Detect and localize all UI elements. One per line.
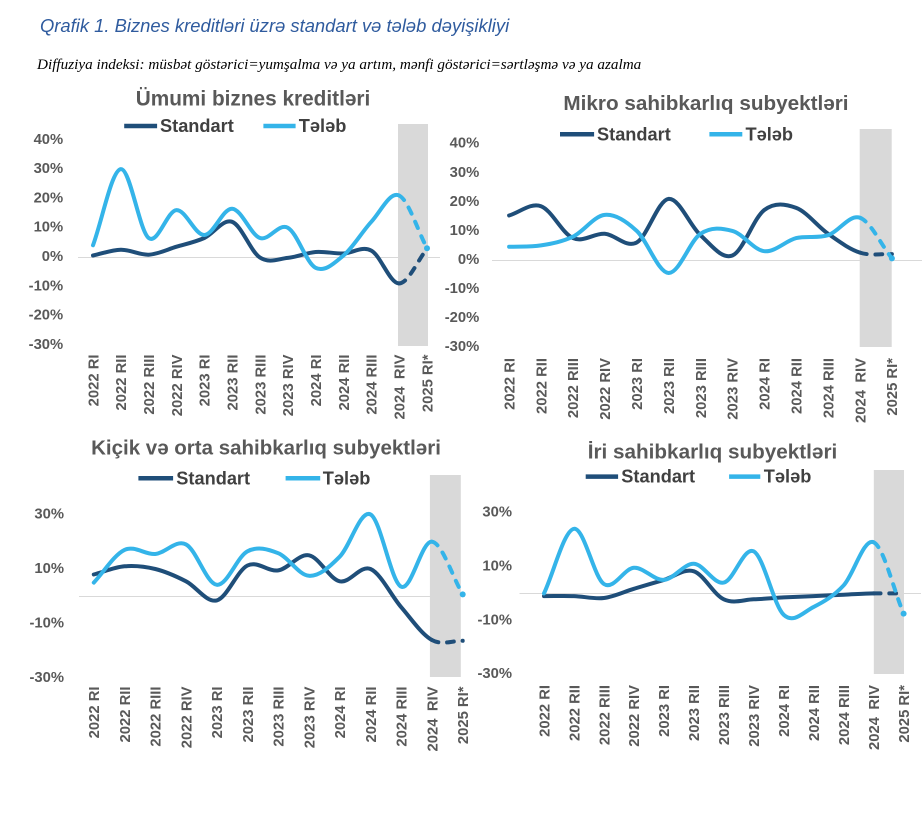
svg-text:2023 RIV: 2023 RIV [281, 354, 297, 416]
svg-text:-30%: -30% [29, 337, 64, 353]
svg-text:20%: 20% [450, 194, 480, 210]
svg-text:Tələb: Tələb [323, 468, 371, 488]
svg-text:Standart: Standart [597, 124, 671, 144]
svg-text:2023 RI: 2023 RI [630, 358, 646, 410]
svg-text:0%: 0% [458, 252, 479, 268]
svg-text:2024 RII: 2024 RII [807, 685, 823, 741]
svg-text:2025 RI*: 2025 RI* [897, 685, 913, 743]
svg-text:2024 RI: 2024 RI [333, 687, 349, 739]
svg-text:2025 RI*: 2025 RI* [420, 354, 436, 412]
svg-text:2022 RIII: 2022 RIII [142, 355, 158, 415]
svg-text:10%: 10% [34, 220, 64, 236]
svg-text:2022 RIII: 2022 RIII [566, 358, 582, 418]
svg-text:2024 RIV: 2024 RIV [393, 354, 409, 419]
svg-text:10%: 10% [482, 559, 512, 575]
svg-text:2024 RI: 2024 RI [777, 685, 793, 737]
svg-text:0%: 0% [42, 249, 63, 265]
svg-text:Kiçik və orta sahibkarlıq suby: Kiçik və orta sahibkarlıq subyektləri [91, 437, 441, 460]
svg-text:2022 RIV: 2022 RIV [170, 354, 186, 416]
svg-text:2024 RII: 2024 RII [337, 355, 353, 411]
svg-text:2023 RI: 2023 RI [198, 355, 214, 407]
svg-text:Tələb: Tələb [299, 116, 347, 136]
svg-text:-20%: -20% [29, 308, 64, 324]
svg-text:Standart: Standart [621, 467, 695, 487]
svg-text:-30%: -30% [477, 666, 512, 682]
svg-text:-10%: -10% [29, 278, 64, 294]
svg-text:2022 RII: 2022 RII [534, 358, 550, 414]
svg-text:2024 RIII: 2024 RIII [395, 687, 411, 747]
svg-text:2023 RIV: 2023 RIV [726, 358, 742, 420]
svg-text:2024 RII: 2024 RII [364, 687, 380, 743]
svg-text:2022 RIV: 2022 RIV [598, 358, 614, 420]
svg-text:20%: 20% [34, 190, 64, 206]
svg-text:2024 RII: 2024 RII [790, 358, 806, 414]
svg-text:2025 RI*: 2025 RI* [885, 358, 901, 416]
svg-text:Ümumi biznes kreditləri: Ümumi biznes kreditləri [136, 88, 371, 111]
svg-text:2024 RI: 2024 RI [309, 355, 325, 407]
svg-text:2024 RIII: 2024 RIII [837, 685, 853, 745]
svg-text:2024 RIII: 2024 RIII [365, 355, 381, 415]
svg-text:-10%: -10% [29, 616, 64, 632]
svg-text:2022 RII: 2022 RII [118, 687, 134, 743]
svg-text:-30%: -30% [29, 670, 64, 686]
svg-text:Mikro sahibkarlıq subyektləri: Mikro sahibkarlıq subyektləri [563, 92, 848, 115]
svg-text:2023 RIV: 2023 RIV [302, 686, 318, 748]
svg-text:2023 RIV: 2023 RIV [747, 685, 763, 747]
svg-text:2023 RII: 2023 RII [687, 685, 703, 741]
svg-text:İri sahibkarlıq subyektləri: İri sahibkarlıq subyektləri [588, 441, 838, 464]
svg-text:30%: 30% [450, 165, 480, 181]
svg-text:2023 RIII: 2023 RIII [694, 358, 710, 418]
svg-text:2022 RIV: 2022 RIV [179, 686, 195, 748]
svg-text:2022 RI: 2022 RI [87, 687, 103, 739]
svg-text:2023 RII: 2023 RII [241, 687, 257, 743]
svg-text:2022 RI: 2022 RI [537, 685, 553, 737]
svg-text:2023 RI: 2023 RI [657, 685, 673, 737]
svg-text:2022 RIII: 2022 RIII [149, 687, 165, 747]
svg-text:2022 RI: 2022 RI [502, 358, 518, 410]
svg-text:Standart: Standart [176, 468, 250, 488]
svg-text:2023 RI: 2023 RI [210, 687, 226, 739]
svg-text:2023 RIII: 2023 RIII [253, 355, 269, 415]
svg-text:2024 RIII: 2024 RIII [821, 358, 837, 418]
svg-text:2022 RIV: 2022 RIV [627, 685, 643, 747]
svg-text:Tələb: Tələb [746, 124, 794, 144]
svg-text:2024 RIV: 2024 RIV [853, 358, 869, 423]
svg-text:2022 RII: 2022 RII [114, 355, 130, 411]
svg-text:2025 RI*: 2025 RI* [456, 686, 472, 744]
svg-text:2024 RIV: 2024 RIV [867, 685, 883, 750]
svg-text:2023 RII: 2023 RII [226, 355, 242, 411]
svg-text:2024 RI: 2024 RI [758, 358, 774, 410]
svg-text:30%: 30% [34, 506, 64, 522]
svg-text:2022 RII: 2022 RII [567, 685, 583, 741]
svg-text:-10%: -10% [477, 612, 512, 628]
svg-text:2023 RIII: 2023 RIII [272, 687, 288, 747]
svg-text:40%: 40% [450, 136, 480, 152]
svg-text:30%: 30% [34, 161, 64, 177]
svg-text:30%: 30% [482, 505, 512, 521]
svg-text:2023 RIII: 2023 RIII [717, 685, 733, 745]
svg-text:Tələb: Tələb [764, 467, 812, 487]
svg-text:10%: 10% [450, 223, 480, 239]
svg-text:40%: 40% [34, 132, 64, 148]
svg-text:2022 RIII: 2022 RIII [597, 685, 613, 745]
svg-text:2024 RIV: 2024 RIV [425, 686, 441, 751]
svg-text:-30%: -30% [445, 339, 480, 355]
svg-text:Standart: Standart [160, 116, 234, 136]
svg-text:10%: 10% [34, 561, 64, 577]
svg-text:2023 RII: 2023 RII [662, 358, 678, 414]
svg-text:-20%: -20% [445, 310, 480, 326]
svg-text:2022 RI: 2022 RI [86, 355, 102, 407]
svg-text:-10%: -10% [445, 281, 480, 297]
